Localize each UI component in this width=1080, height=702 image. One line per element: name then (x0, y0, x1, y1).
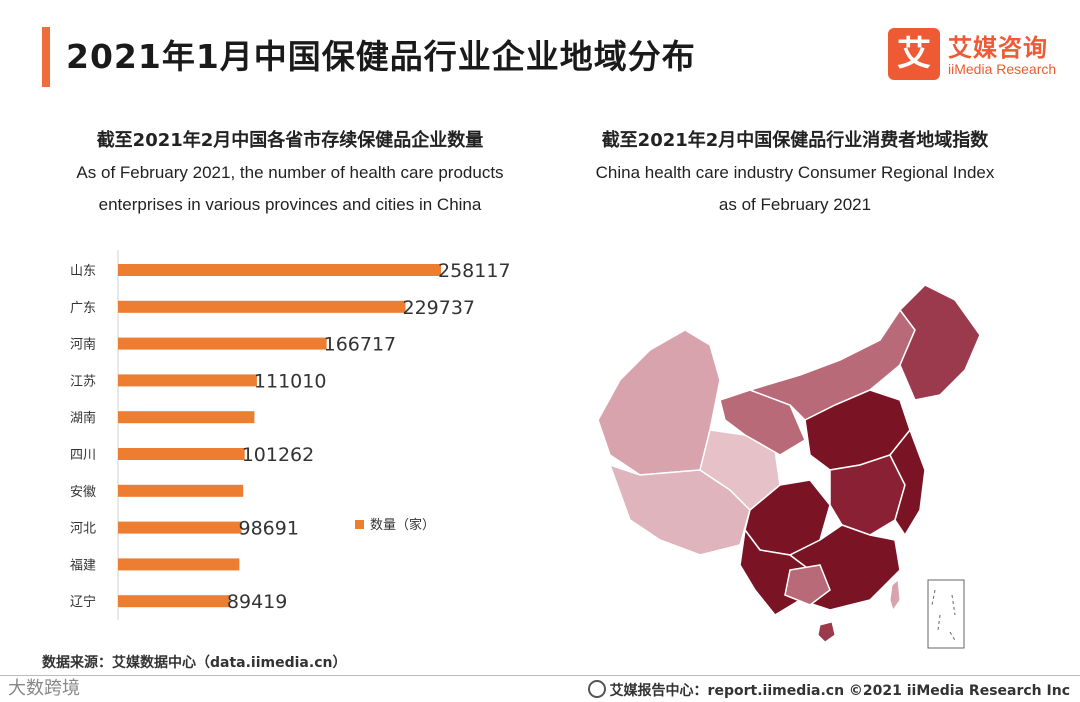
china-map-graphic (597, 284, 981, 649)
category-label: 山东 (70, 264, 96, 279)
left-subtitle-line-1: As of February 2021, the number of healt… (76, 163, 504, 182)
bar (118, 484, 244, 497)
category-label: 辽宁 (70, 594, 96, 610)
logo-mark: 艾 (888, 28, 940, 80)
data-label: 98691 (238, 518, 298, 540)
data-source-note: 数据来源：艾媒数据中心（data.iimedia.cn） (42, 655, 347, 671)
logo-english-name: iiMedia Research (948, 61, 1057, 77)
data-label: 101262 (242, 444, 315, 466)
category-label: 河南 (70, 337, 96, 353)
data-label: 89419 (227, 591, 287, 613)
china-consumer-index-map (580, 270, 1000, 660)
footer-watermark: 大数跨境 (8, 678, 80, 699)
south-china-sea-dashes (931, 589, 957, 643)
map-region-northeast (899, 284, 981, 401)
map-region-taiwan (889, 579, 901, 612)
category-label: 广东 (70, 301, 96, 316)
map-region-qinghai (699, 429, 781, 512)
bar (118, 300, 406, 313)
bar (118, 521, 242, 534)
right-panel-title: 截至2021年2月中国保健品行业消费者地域指数 (601, 130, 989, 151)
right-panel-subtitle: China health care industry Consumer Regi… (555, 157, 1035, 221)
footer-credit: 艾媒报告中心：report.iimedia.cn ©2021 iiMedia R… (587, 680, 1070, 700)
category-label: 江苏 (70, 373, 96, 389)
legend-swatch (355, 520, 364, 529)
iimedia-logo: 艾 艾媒咨询 iiMedia Research (888, 28, 1063, 80)
right-subtitle-line-1: China health care industry Consumer Regi… (595, 163, 995, 182)
legend-label: 数量（家） (370, 517, 435, 533)
data-label: 229737 (402, 297, 475, 319)
bar (118, 558, 240, 571)
title-accent-bar (42, 27, 50, 87)
map-region-west (597, 329, 721, 476)
logo-chinese-name: 艾媒咨询 (948, 34, 1048, 62)
left-subtitle-line-2: enterprises in various provinces and cit… (98, 195, 482, 214)
category-label: 安徽 (70, 485, 96, 500)
bar (118, 337, 327, 350)
data-label: 111010 (254, 370, 327, 392)
data-label: 166717 (324, 334, 397, 356)
bar (118, 595, 230, 608)
footer-divider (0, 675, 1080, 676)
bar (118, 374, 257, 387)
left-panel-subtitle: As of February 2021, the number of healt… (20, 157, 560, 221)
bar (118, 448, 245, 460)
bar (118, 411, 255, 424)
bar (118, 264, 441, 276)
category-label: 四川 (70, 448, 96, 463)
south-china-sea-inset (927, 579, 965, 649)
data-label: 258117 (438, 260, 511, 282)
category-label: 福建 (70, 558, 96, 573)
category-label: 河北 (70, 522, 96, 537)
map-region-hainan (817, 621, 836, 643)
left-panel-title: 截至2021年2月中国各省市存续保健品企业数量 (96, 130, 484, 151)
right-subtitle-line-2: as of February 2021 (718, 195, 872, 214)
page-title: 2021年1月中国保健品行业企业地域分布 (66, 37, 696, 76)
globe-icon (587, 680, 606, 698)
map-region-east (889, 428, 926, 537)
category-label: 湖南 (70, 410, 96, 426)
map-region-guangxi (784, 564, 831, 606)
footer-credit-text: 艾媒报告中心：report.iimedia.cn ©2021 iiMedia R… (609, 683, 1070, 699)
